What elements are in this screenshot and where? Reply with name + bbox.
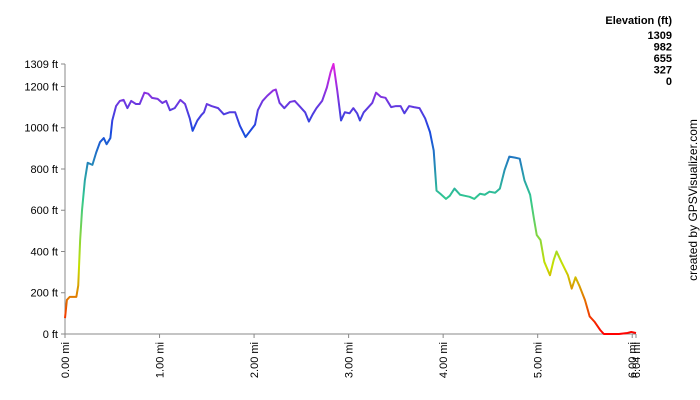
elevation-line [64,63,637,335]
y-tick-label: 1200 ft [24,81,58,93]
credit: created by GPSVisualizer.com [686,119,700,281]
x-tick-label: 6.00 mi [627,342,639,378]
y-tick-label: 1309 ft [24,59,58,71]
y-tick-label: 1000 ft [24,123,58,135]
x-tick-label: 5.00 mi [533,342,545,378]
legend-value: 0 [666,76,672,88]
y-tick-label: 0 ft [43,329,58,341]
x-tick-label: 4.00 mi [438,342,450,378]
x-tick-label: 6.04 mi [631,342,643,378]
legend-value: 982 [654,42,672,54]
y-tick-label: 400 ft [30,246,58,258]
x-tick-label: 1.00 mi [155,342,167,378]
y-tick-label: 200 ft [30,288,58,300]
x-tick-label: 2.00 mi [249,342,261,378]
x-tick-label: 0.00 mi [60,342,72,378]
legend-title: Elevation (ft) [605,15,672,27]
y-tick-label: 800 ft [30,164,58,176]
legend-value: 655 [654,53,672,65]
y-tick-label: 600 ft [30,205,58,217]
legend-value: 1309 [648,30,672,42]
x-tick-label: 3.00 mi [344,342,356,378]
legend-value: 327 [654,65,672,77]
